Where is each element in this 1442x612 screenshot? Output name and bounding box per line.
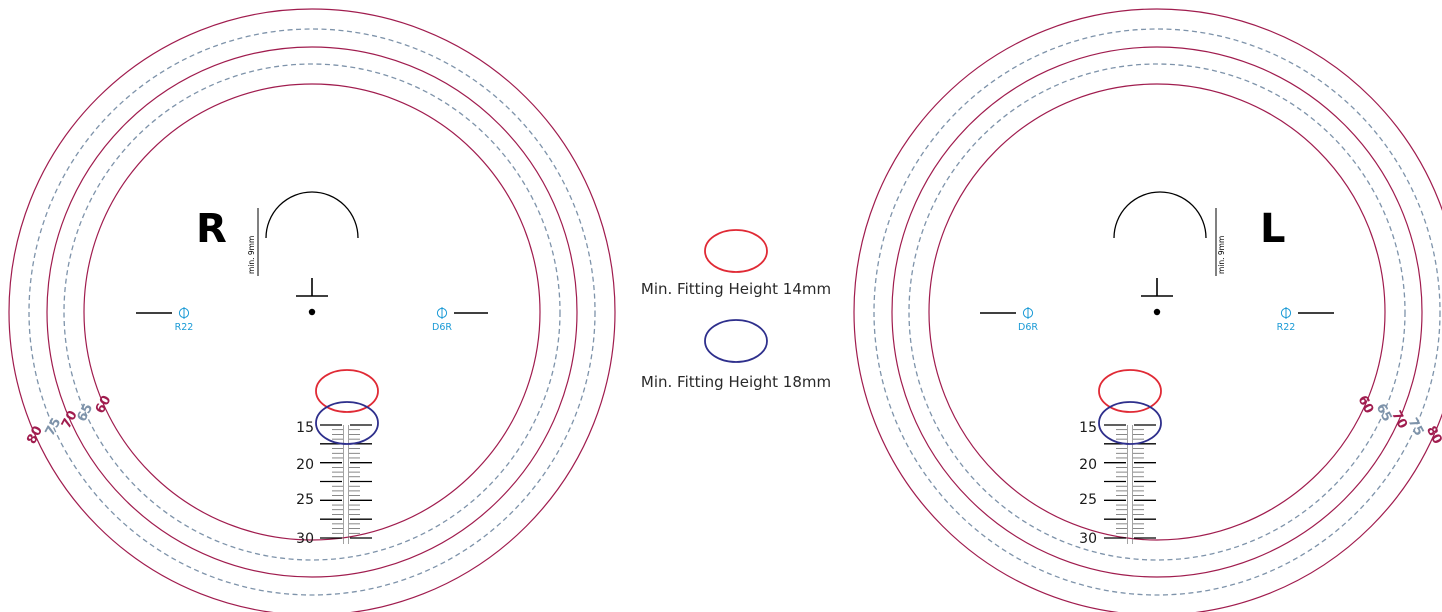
near-height-scale — [320, 424, 372, 544]
ring-65 — [908, 63, 1406, 561]
scale-number-20: 20 — [296, 457, 314, 473]
diameter-rings — [853, 8, 1442, 612]
distance-zone-arc-icon — [265, 191, 359, 239]
oval-14mm — [315, 369, 379, 413]
ring-60 — [83, 83, 541, 541]
diameter-label-60: 60 — [1354, 393, 1376, 416]
scale-number-15: 15 — [1079, 420, 1097, 436]
legend-item-14mm: Min. Fitting Height 14mm — [641, 229, 831, 298]
scale-number-20: 20 — [1079, 457, 1097, 473]
diameter-labels: 60 65 70 75 80 — [24, 393, 114, 447]
oval-18mm — [1098, 401, 1162, 445]
diameter-rings — [8, 8, 616, 612]
prism-code: D6R — [432, 322, 452, 333]
min-height-marker: min. 9mm — [247, 208, 259, 276]
legend-item-18mm: Min. Fitting Height 18mm — [641, 319, 831, 391]
prism-reference-icon — [1280, 307, 1292, 319]
min-height-label: min. 9mm — [247, 236, 256, 274]
ring-60 — [928, 83, 1386, 541]
right-lens: 60 65 70 75 80 R min. 9mm R22 — [8, 8, 616, 612]
legend: Min. Fitting Height 14mm Min. Fitting He… — [641, 229, 831, 391]
prism-code: D6R — [1018, 322, 1038, 333]
fitting-cross-icon — [296, 278, 328, 316]
oval-18mm — [315, 401, 379, 445]
prism-reference-icon — [1022, 307, 1034, 319]
min-height-marker: min. 9mm — [1215, 208, 1226, 276]
scale-numbers: 15 20 25 30 — [1079, 420, 1097, 547]
prism-reference-icon — [436, 307, 448, 319]
diameter-label-80: 80 — [1423, 424, 1442, 447]
prism-reference-left: R22 — [136, 307, 193, 333]
ring-80 — [853, 8, 1442, 612]
diameter-label-80: 80 — [24, 424, 46, 447]
left-lens: 60 65 70 75 80 L min. 9mm D6R — [853, 8, 1442, 612]
oval-14mm — [1098, 369, 1162, 413]
legend-label: Min. Fitting Height 18mm — [641, 373, 831, 391]
legend-oval-18mm — [704, 319, 768, 363]
fitting-cross-icon — [1141, 278, 1173, 316]
scale-number-25: 25 — [1079, 492, 1097, 508]
ring-70 — [891, 46, 1423, 578]
diameter-label-65: 65 — [75, 401, 97, 424]
legend-oval-14mm — [704, 229, 768, 273]
prism-reference-icon — [178, 307, 190, 319]
prism-code: R22 — [175, 322, 194, 333]
ring-75 — [28, 28, 596, 596]
min-height-label: min. 9mm — [1217, 236, 1226, 274]
diameter-labels: 60 65 70 75 80 — [1354, 393, 1442, 447]
ring-65 — [63, 63, 561, 561]
eye-letter: R — [196, 206, 227, 252]
legend-label: Min. Fitting Height 14mm — [641, 280, 831, 298]
scale-numbers: 15 20 25 30 — [296, 420, 314, 547]
eye-letter: L — [1260, 206, 1286, 252]
prism-reference-left: D6R — [980, 307, 1038, 333]
scale-number-30: 30 — [296, 531, 314, 547]
ring-70 — [46, 46, 578, 578]
ring-75 — [873, 28, 1441, 596]
scale-number-25: 25 — [296, 492, 314, 508]
distance-zone-arc-icon — [1113, 191, 1207, 239]
scale-number-30: 30 — [1079, 531, 1097, 547]
diameter-label-60: 60 — [93, 393, 115, 416]
prism-reference-right: R22 — [1277, 307, 1334, 333]
near-height-scale — [1104, 424, 1156, 544]
prism-code: R22 — [1277, 322, 1296, 333]
prism-reference-right: D6R — [432, 307, 488, 333]
ring-80 — [8, 8, 616, 612]
scale-number-15: 15 — [296, 420, 314, 436]
